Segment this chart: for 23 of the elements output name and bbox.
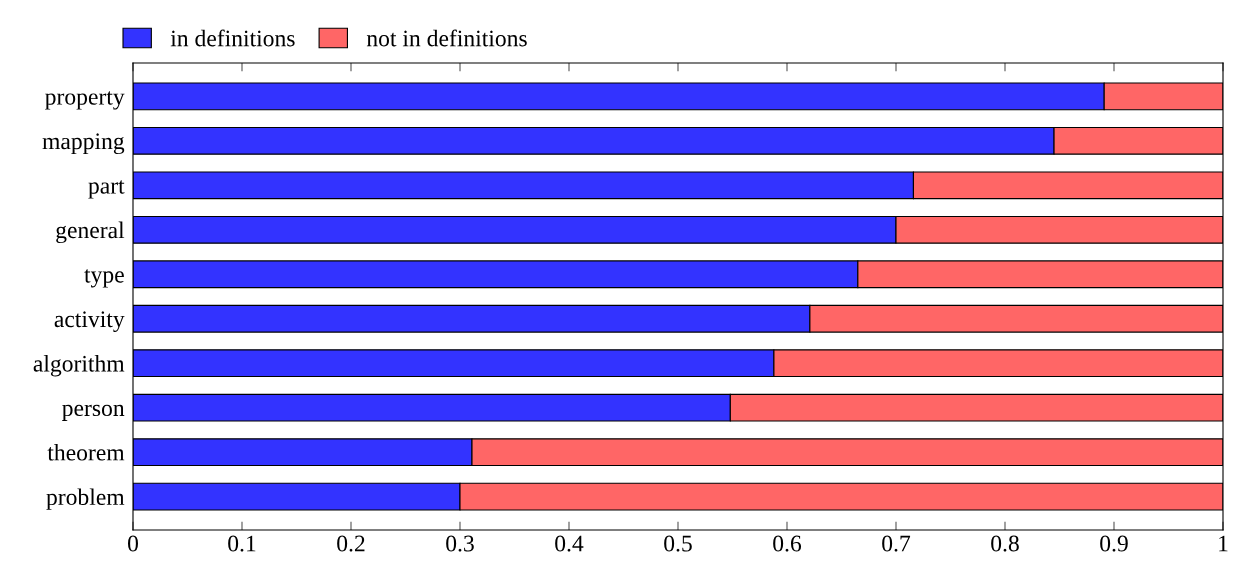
x-tick-label: 0.6 — [773, 535, 802, 552]
legend-label: in definitions — [170, 29, 295, 47]
y-tick-label: algorithm — [33, 355, 125, 377]
x-tick-label: 0.8 — [991, 535, 1019, 552]
y-tick-label: theorem — [47, 443, 125, 461]
y-tick-label: activity — [54, 311, 125, 332]
y-tick-label: general — [56, 221, 125, 244]
y-tick-label: person — [62, 404, 125, 421]
x-tick-label: 0.3 — [446, 535, 474, 552]
y-tick-label: type — [84, 269, 124, 288]
y-tick-label: problem — [46, 488, 125, 510]
x-tick-label: 0.2 — [337, 535, 365, 552]
legend-label: not in definitions — [366, 29, 527, 47]
x-tick-label: 0.9 — [1100, 535, 1128, 552]
x-tick-label: 0.1 — [228, 535, 256, 552]
x-tick-label: 0 — [128, 535, 138, 552]
x-tick-label: 0.7 — [882, 535, 911, 552]
x-tick-label: 0.4 — [555, 535, 584, 552]
x-tick-label: 0.5 — [664, 535, 692, 552]
y-tick-label: part — [88, 180, 125, 199]
y-tick-label: property — [45, 91, 125, 110]
y-tick-label: mapping — [42, 133, 125, 155]
x-tick-label: 1 — [1219, 535, 1228, 552]
